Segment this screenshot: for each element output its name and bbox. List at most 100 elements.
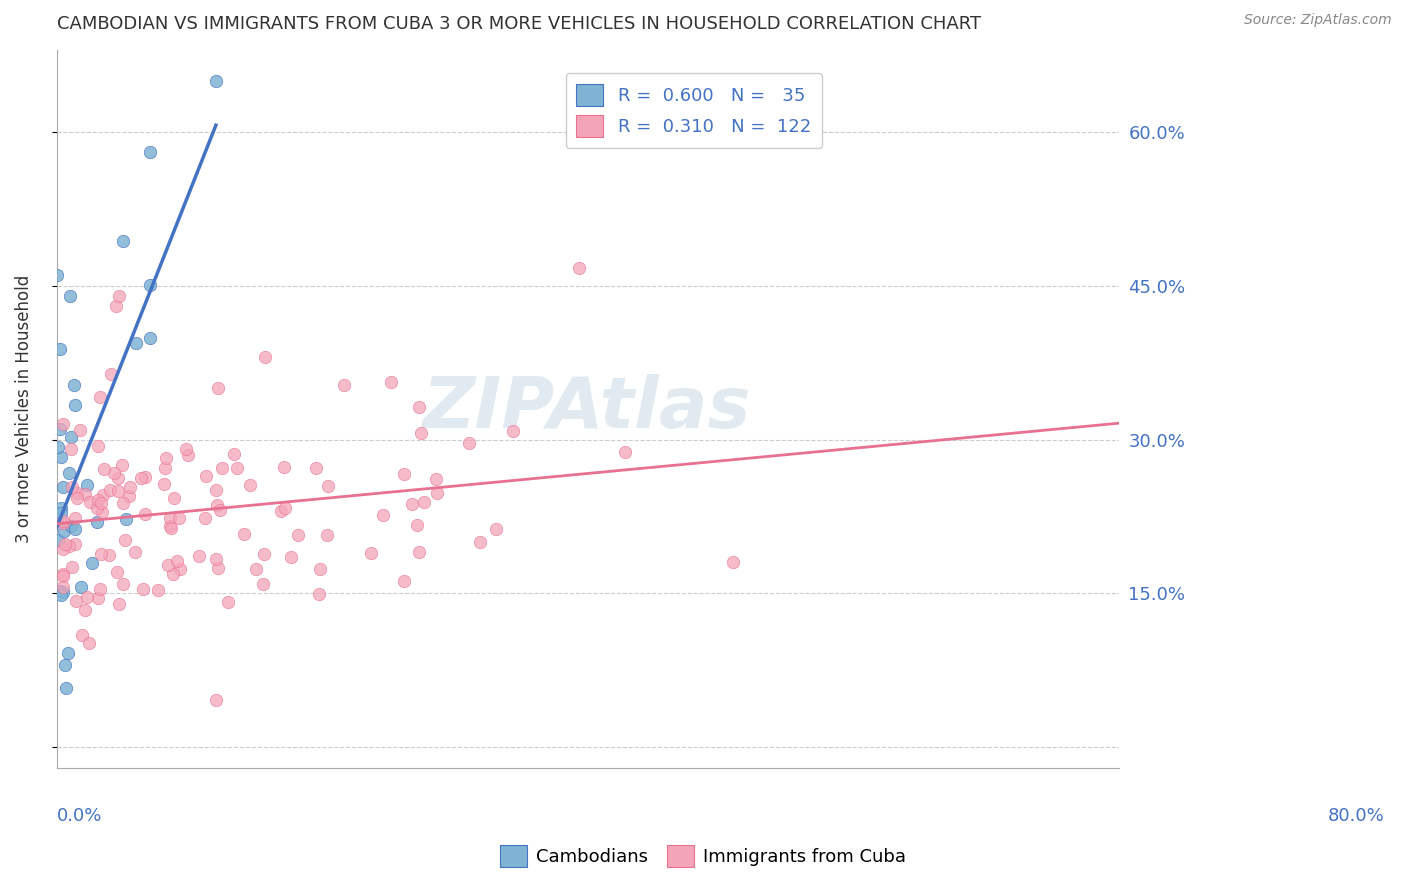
Point xyxy=(125,336,148,351)
Point xyxy=(134,470,156,484)
Point xyxy=(111,234,134,248)
Point xyxy=(287,528,309,542)
Point xyxy=(49,588,72,602)
Point xyxy=(273,460,295,475)
Point xyxy=(413,495,436,509)
Point xyxy=(502,425,524,439)
Point xyxy=(167,511,190,525)
Point xyxy=(195,468,218,483)
Point xyxy=(239,478,262,492)
Point xyxy=(155,450,177,465)
Point xyxy=(52,566,75,581)
Point xyxy=(108,289,131,303)
Text: Source: ZipAtlas.com: Source: ZipAtlas.com xyxy=(1244,13,1392,28)
Point xyxy=(253,351,276,365)
Point xyxy=(568,260,591,275)
Point xyxy=(103,466,125,480)
Point xyxy=(148,582,170,597)
Point xyxy=(52,417,75,432)
Point xyxy=(52,516,75,530)
Point xyxy=(93,462,115,476)
Point xyxy=(207,560,229,574)
Point xyxy=(52,524,75,538)
Point xyxy=(305,461,328,475)
Point xyxy=(205,693,228,707)
Point xyxy=(205,551,228,566)
Point xyxy=(159,511,181,525)
Text: 0.0%: 0.0% xyxy=(56,807,103,825)
Point xyxy=(76,478,98,492)
Point xyxy=(48,422,70,436)
Point xyxy=(86,492,108,507)
Point xyxy=(408,544,430,558)
Point xyxy=(66,491,89,506)
Point xyxy=(316,479,339,493)
Point xyxy=(401,497,423,511)
Point xyxy=(280,549,302,564)
Point xyxy=(63,378,86,392)
Point xyxy=(721,555,744,569)
Point xyxy=(112,496,135,510)
Point xyxy=(82,556,104,570)
Point xyxy=(162,567,184,582)
Point xyxy=(49,506,72,520)
Point xyxy=(129,470,152,484)
Text: ZIPAtlas: ZIPAtlas xyxy=(423,375,752,443)
Point xyxy=(124,544,146,558)
Point xyxy=(69,423,91,437)
Point xyxy=(114,533,136,547)
Point xyxy=(98,483,121,498)
Point xyxy=(188,549,211,564)
Point xyxy=(394,467,416,481)
Point xyxy=(194,511,217,525)
Point xyxy=(53,537,76,551)
Point xyxy=(63,398,86,412)
Point xyxy=(380,375,402,389)
Point xyxy=(118,480,141,494)
Point xyxy=(52,584,75,599)
Point xyxy=(408,401,430,415)
Point xyxy=(45,268,67,283)
Point xyxy=(166,554,188,568)
Point xyxy=(86,516,108,530)
Legend: R =  0.600   N =   35, R =  0.310   N =  122: R = 0.600 N = 35, R = 0.310 N = 122 xyxy=(565,73,823,148)
Legend: Cambodians, Immigrants from Cuba: Cambodians, Immigrants from Cuba xyxy=(494,838,912,874)
Point xyxy=(46,513,69,527)
Point xyxy=(177,448,200,462)
Point xyxy=(49,343,72,357)
Point xyxy=(65,594,87,608)
Point xyxy=(373,508,395,522)
Point xyxy=(59,442,82,457)
Point xyxy=(59,430,82,444)
Point xyxy=(70,628,93,642)
Point xyxy=(217,595,239,609)
Point xyxy=(169,561,191,575)
Point xyxy=(100,367,122,381)
Point xyxy=(360,546,382,560)
Point xyxy=(138,278,160,293)
Point xyxy=(60,560,83,574)
Point xyxy=(73,487,96,501)
Point xyxy=(392,574,415,589)
Point xyxy=(163,491,186,505)
Point xyxy=(56,646,79,660)
Point xyxy=(65,522,87,536)
Point xyxy=(58,466,80,480)
Point xyxy=(97,548,120,562)
Point xyxy=(117,489,139,503)
Point xyxy=(174,442,197,456)
Point xyxy=(131,582,153,596)
Point xyxy=(468,535,491,549)
Point xyxy=(105,566,128,580)
Point xyxy=(63,537,86,551)
Point xyxy=(70,580,93,594)
Point xyxy=(58,539,80,553)
Point xyxy=(270,504,292,518)
Point xyxy=(86,501,108,516)
Point xyxy=(60,480,83,494)
Point xyxy=(115,512,138,526)
Point xyxy=(107,597,129,611)
Point xyxy=(205,498,228,512)
Point xyxy=(425,471,447,485)
Point xyxy=(253,547,276,561)
